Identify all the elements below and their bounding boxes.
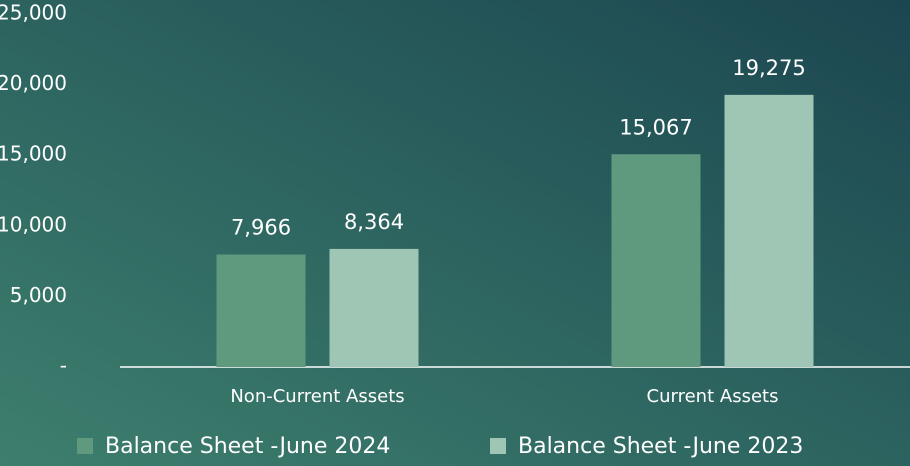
x-tick-label: Current Assets [647,386,779,407]
y-tick-label: 20,000 [0,71,67,95]
data-label: 19,275 [732,56,805,80]
bar [724,94,814,367]
legend-swatch [77,438,93,454]
y-tick-label: 10,000 [0,212,67,236]
y-tick-label: 5,000 [10,283,67,307]
bar [216,254,306,367]
legend-swatch [490,438,506,454]
legend-label: Balance Sheet -June 2024 [105,434,390,459]
bar [329,248,419,367]
data-label: 15,067 [619,115,692,139]
data-label: 8,364 [344,210,404,234]
bar [611,154,701,367]
y-tick-label: 25,000 [0,1,67,25]
legend-label: Balance Sheet -June 2023 [518,434,803,459]
y-tick-label: - [60,354,67,378]
x-tick-label: Non-Current Assets [230,386,404,407]
y-tick-label: 15,000 [0,142,67,166]
data-label: 7,966 [231,216,291,240]
